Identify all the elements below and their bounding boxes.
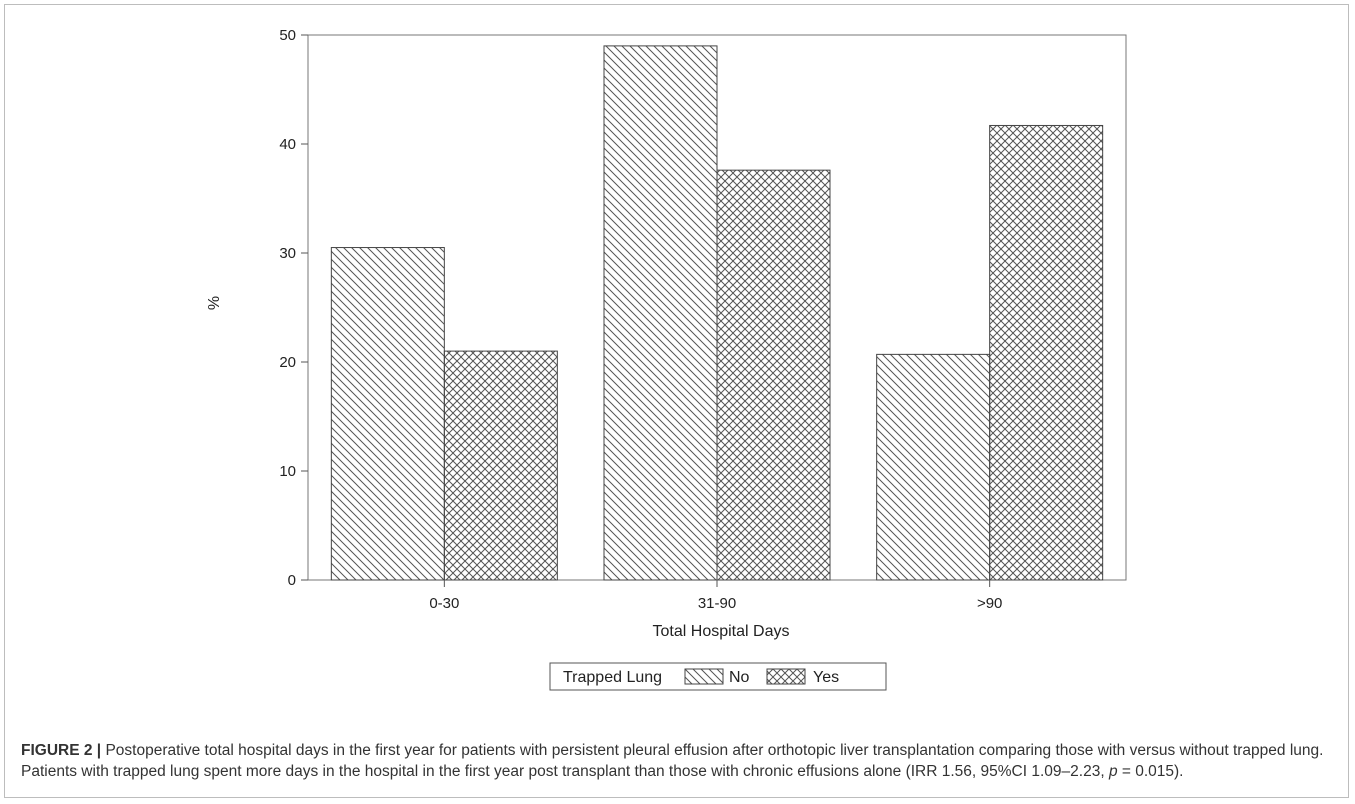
x-tick-label: 31-90 bbox=[698, 595, 736, 612]
caption-text: Postoperative total hospital days in the… bbox=[21, 742, 1324, 780]
bar-yes-1 bbox=[716, 169, 831, 581]
bar-yes-2 bbox=[989, 124, 1104, 581]
y-tick-label: 30 bbox=[279, 245, 296, 262]
figure-label: FIGURE 2 | bbox=[21, 742, 102, 759]
y-tick-label: 0 bbox=[288, 572, 296, 589]
legend-label-yes: Yes bbox=[813, 669, 839, 686]
bars-group bbox=[330, 45, 1104, 581]
bar-no-2 bbox=[876, 353, 991, 581]
x-tick-label: 0-30 bbox=[429, 595, 459, 612]
y-axis-label: % bbox=[206, 296, 223, 310]
y-tick-label: 50 bbox=[279, 27, 296, 44]
caption-text-end: = 0.015). bbox=[1117, 763, 1184, 780]
p-symbol: p bbox=[1108, 763, 1118, 780]
bar-yes-0 bbox=[443, 350, 558, 581]
bar-chart: 0 10 20 30 40 50 0-30 31-90 >90 % Total Hospita… bbox=[206, 27, 1127, 691]
legend-title: Trapped Lung bbox=[563, 669, 662, 686]
bar-no-1 bbox=[603, 45, 718, 581]
x-axis: 0-30 31-90 >90 bbox=[429, 580, 1002, 612]
bar-no-0 bbox=[330, 247, 445, 581]
y-tick-label: 10 bbox=[279, 463, 296, 480]
y-tick-label: 40 bbox=[279, 136, 296, 153]
y-axis: 0 10 20 30 40 50 bbox=[279, 27, 308, 589]
x-tick-label: >90 bbox=[977, 595, 1002, 612]
legend: Trapped Lung No Yes bbox=[549, 662, 887, 691]
legend-swatch-yes bbox=[766, 668, 806, 685]
y-tick-label: 20 bbox=[279, 354, 296, 371]
legend-label-no: No bbox=[729, 669, 750, 686]
figure-caption: FIGURE 2 | Postoperative total hospital … bbox=[21, 740, 1341, 782]
legend-swatch-no bbox=[684, 668, 724, 685]
x-axis-label: Total Hospital Days bbox=[653, 623, 790, 640]
figure-frame: 0 10 20 30 40 50 0-30 31-90 >90 % Total Hospita… bbox=[4, 4, 1349, 798]
